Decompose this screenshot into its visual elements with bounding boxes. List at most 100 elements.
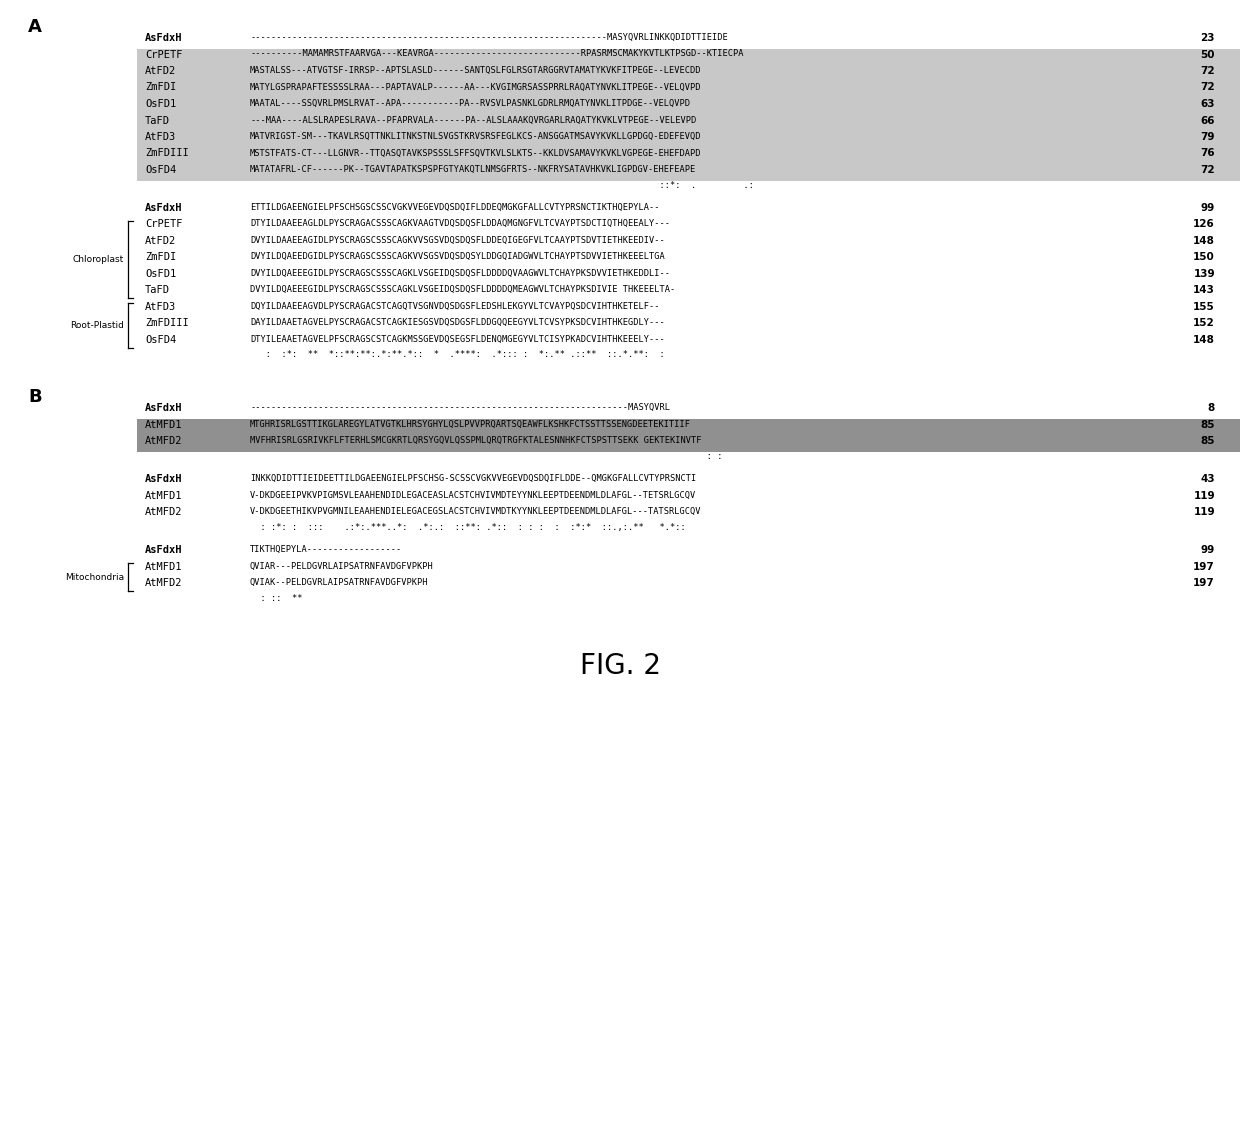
Bar [136,419,1240,435]
Text: 23: 23 [1200,33,1215,43]
Text: 99: 99 [1200,203,1215,212]
Text: 119: 119 [1193,491,1215,501]
Text: 119: 119 [1193,507,1215,517]
Text: AtMFD1: AtMFD1 [145,420,182,429]
Text: 63: 63 [1200,99,1215,108]
Bar [136,164,1240,180]
Text: 143: 143 [1193,286,1215,296]
Bar [136,48,1240,65]
Text: 148: 148 [1193,335,1215,345]
Text: 155: 155 [1193,301,1215,312]
Text: MATYLGSPRAPAFTESSSSLRAA---PAPTAVALP------AA---KVGIMGRSASSPRRLRAQATYNVKLITPEGE--V: MATYLGSPRAPAFTESSSSLRAA---PAPTAVALP-----… [250,82,702,91]
Text: DVYILDQAEEEGIDLPYSCRAGSCSSSСAGKLVSGEIDQSDQSFLDDDDQMEAGWVLTCHAYPKSDIVIE THKEEELTA: DVYILDQAEEEGIDLPYSCRAGSCSSSСAGKLVSGEIDQS… [250,286,676,295]
Text: QVIAK--PELDGVRLAIPSATRNFAVDGFVPKPH: QVIAK--PELDGVRLAIPSATRNFAVDGFVPKPH [250,578,429,587]
Text: 139: 139 [1193,270,1215,279]
Text: MVFHRISRLGSRIVKFLFTERHLSMCGKRTLQRSYGQVLQSSPMLQRQTRGFKTALESNNHKFCTSPSTTSEKK GEKTE: MVFHRISRLGSRIVKFLFTERHLSMCGKRTLQRSYGQVLQ… [250,436,702,445]
Text: :  :*:  **  *::**:**:.*:**.*::  *  .****:  .*::: :  *:.** .::**  ::.*.**:  :: : :*: ** *::**:**:.*:**.*:: * .****: .*:… [250,351,665,360]
Text: MASTALSS---ATVGTSF-IRRSP--APTSLASLD------SANTQSLFGLRSGTARGGRVTAMATYKVKFITPEGE--L: MASTALSS---ATVGTSF-IRRSP--APTSLASLD-----… [250,66,702,75]
Text: ETTILDGAEENGIELPFSCHSGSCSSСVGKVVEGEVDQSDQIFLDDЕQMGKGFALLCVTYPRSNCTIKTHQEPYLA--: ETTILDGAEENGIELPFSCHSGSCSSСVGKVVEGEVDQSD… [250,203,660,212]
Text: AsFdxH: AsFdxH [145,403,182,413]
Text: ::*:  .         .:: ::*: . .: [250,180,754,190]
Text: AtMFD2: AtMFD2 [145,578,182,588]
Text: AtMFD1: AtMFD1 [145,491,182,501]
Text: CrPETF: CrPETF [145,219,182,230]
Text: DVYILDQAEEEGIDLPYSCRAGSCSSSСAGKLVSGEIDQSDQSFLDDDDQVAAGWVLTCHAYPKSDVVIETHKEDDLI--: DVYILDQAEEEGIDLPYSCRAGSCSSSСAGKLVSGEIDQS… [250,270,670,278]
Text: ----------MAMAMRSTFAARVGA---KEAVRGA----------------------------RPASRMSCMAKYKVTLK: ----------MAMAMRSTFAARVGA---KEAVRGA-----… [250,49,744,58]
Text: 197: 197 [1193,578,1215,588]
Bar [136,114,1240,131]
Text: AtFD3: AtFD3 [145,301,176,312]
Text: 85: 85 [1200,436,1215,447]
Text: CrPETF: CrPETF [145,49,182,59]
Text: DVYILDQAEEDGIDLPYSCRAGSCSSSСAGKVVSGSVDQSDQSYLDDGQIADGWVLTCHAYPTSDVVIETHKEEELTGA: DVYILDQAEEDGIDLPYSCRAGSCSSSСAGKVVSGSVDQS… [250,252,665,262]
Text: V-DKDGEETHIKVPVGMNILEAAHENDIELEGACEGSLACSTCHVIVMDTKYYNKLEEPTDEENDMLDLAFGL---TATS: V-DKDGEETHIKVPVGMNILEAAHENDIELEGACEGSLAC… [250,507,702,516]
Text: OsFD1: OsFD1 [145,99,176,108]
Text: TIKTHQEPYLA------------------: TIKTHQEPYLA------------------ [250,545,402,554]
Text: ------------------------------------------------------------------------MASYQVRL: ----------------------------------------… [250,403,670,412]
Text: Chloroplast: Chloroplast [73,255,124,264]
Text: 150: 150 [1193,252,1215,263]
Text: 72: 72 [1200,82,1215,93]
Text: A: A [29,18,42,37]
Text: Root-Plastid: Root-Plastid [71,321,124,330]
Text: : :*: :  :::    .:*:.***..*:  .*:.:  ::**: .*::  : : :  :  :*:*  ::.,:.**   *.*:: : :*: : ::: .:*:.***..*: .*:.: ::**: .*:… [250,523,686,532]
Text: DQYILDAAEЕAGVDLPYSCRAGACSTCAGQTVSGNVDQSDGSFLEDSHLEKGYVLTCVAYPQSDCVIHTHKETELF--: DQYILDAAEЕAGVDLPYSCRAGACSTCAGQTVSGNVDQSD… [250,301,660,311]
Text: --------------------------------------------------------------------MASYQVRLINKK: ----------------------------------------… [250,33,728,42]
Text: MATVRIGST-SM---TKAVLRSQTTNKLITNKSTNLSVGSTKRVSRSFEGLKCS-ANSGGATMSAVYKVKLLGPDGQ-ED: MATVRIGST-SM---TKAVLRSQTTNKLITNKSTNLSVGS… [250,132,702,140]
Text: B: B [29,388,42,407]
Text: 99: 99 [1200,545,1215,555]
Text: ZmFDIII: ZmFDIII [145,148,188,159]
Text: 152: 152 [1193,319,1215,329]
Text: 50: 50 [1200,49,1215,59]
Text: ZmFDIII: ZmFDIII [145,319,188,329]
Text: : :: : : [250,452,723,461]
Text: DTYILEAAETAGVELPFSCRAGSCSTCAGKMSSGEVDQSEGSFLDENQMGEGYVLTCISYPKADCVIHTHKEEELY---: DTYILEAAETAGVELPFSCRAGSCSTCAGKMSSGEVDQSE… [250,335,665,344]
Text: ZmFDI: ZmFDI [145,82,176,93]
Text: AtMFD2: AtMFD2 [145,436,182,447]
Text: 66: 66 [1200,115,1215,126]
Text: 197: 197 [1193,562,1215,572]
Text: OsFD4: OsFD4 [145,164,176,175]
Text: 72: 72 [1200,66,1215,77]
Text: INKKQDIDTTIEIDEETTILDGAEENGIELPFSCHSG-SCSSCVGKVVEGEVDQSDQIFLDDE--QMGKGFALLCVTYPR: INKKQDIDTTIEIDEETTILDGAEENGIELPFSCHSG-SC… [250,474,696,483]
Text: ZmFDI: ZmFDI [145,252,176,263]
Bar [136,81,1240,98]
Text: OsFD4: OsFD4 [145,335,176,345]
Text: MSTSTFATS-CT---LLGNVR--TTQASQTAVKSPSSSLSFFSQVTKVLSLKTS--KKLDVSAMAVYKVKLVGPEGE-EH: MSTSTFATS-CT---LLGNVR--TTQASQTAVKSPSSSLS… [250,148,702,158]
Text: 79: 79 [1200,132,1215,142]
Text: MAATAL----SSQVRLPMSLRVAT--APA-----------PA--RVSVLPASNKLGDRLRMQATYNVKLITPDGE--VEL: MAATAL----SSQVRLPMSLRVAT--APA-----------… [250,99,691,108]
Text: 43: 43 [1200,474,1215,484]
Text: 85: 85 [1200,420,1215,429]
Bar [136,65,1240,81]
Text: Mitochondria: Mitochondria [64,573,124,581]
Text: V-DKDGEEIPVKVPIGMSVLEAAHENDIDLEGACEASLACSTCHVIVMDTEYYNKLEEPTDEENDMLDLAFGL--TETSR: V-DKDGEEIPVKVPIGMSVLEAAHENDIDLEGACEASLAC… [250,491,696,500]
Text: : ::  **: : :: ** [250,594,303,603]
Text: 126: 126 [1193,219,1215,230]
Text: 148: 148 [1193,236,1215,246]
Text: AtMFD1: AtMFD1 [145,562,182,572]
Text: 72: 72 [1200,164,1215,175]
Text: AtFD2: AtFD2 [145,66,176,77]
Text: DVYILDAAEEAGIDLPYSCRAGSCSSSСAGKVVSGSVDQSDQSFLDDЕQIGEGFVLTCAAYPTSDVTIETHKEEDIV--: DVYILDAAEEAGIDLPYSCRAGSCSSSСAGKVVSGSVDQS… [250,236,665,244]
Text: MATATAFRL-CF------PK--TGAVTAPATKSPSPFGTYAKQTLNMSGFRTS--NKFRYSATAVHKVKLIGPDGV-EHE: MATATAFRL-CF------PK--TGAVTAPATKSPSPFGTY… [250,164,696,174]
Text: AsFdxH: AsFdxH [145,33,182,43]
Text: 76: 76 [1200,148,1215,159]
Text: MTGHRISRLGSTTIKGLAREGYLATVGTKLHRSYGHYLQSLPVVPRQARTSQEAWFLKSHKFCTSSTTSSENGDEETEKI: MTGHRISRLGSTTIKGLAREGYLATVGTKLHRSYGHYLQS… [250,420,691,429]
Text: DAYILDAAETAGVELPYSCRAGACSTCAGKIESGSVDQSDGSFLDDGQQEEGYVLTCVSYPKSDCVIHTHKEGDLY---: DAYILDAAETAGVELPYSCRAGACSTCAGKIESGSVDQSD… [250,319,665,328]
Text: FIG. 2: FIG. 2 [579,652,661,679]
Text: AsFdxH: AsFdxH [145,203,182,212]
Bar [136,147,1240,164]
Text: AsFdxH: AsFdxH [145,545,182,555]
Text: AsFdxH: AsFdxH [145,474,182,484]
Bar [136,131,1240,147]
Text: AtFD2: AtFD2 [145,236,176,246]
Text: TaFD: TaFD [145,115,170,126]
Text: 8: 8 [1208,403,1215,413]
Text: OsFD1: OsFD1 [145,270,176,279]
Text: AtFD3: AtFD3 [145,132,176,142]
Text: QVIAR---PELDGVRLAIPSATRNFAVDGFVPKPH: QVIAR---PELDGVRLAIPSATRNFAVDGFVPKPH [250,562,434,571]
Text: ---MAA----ALSLRAPESLRAVA--PFAPRVALA------PA--ALSLAAAKQVRGARLRAQATYKVKLVTPEGE--VE: ---MAA----ALSLRAPESLRAVA--PFAPRVALA-----… [250,115,696,124]
Text: AtMFD2: AtMFD2 [145,507,182,517]
Bar [136,435,1240,452]
Text: TaFD: TaFD [145,286,170,296]
